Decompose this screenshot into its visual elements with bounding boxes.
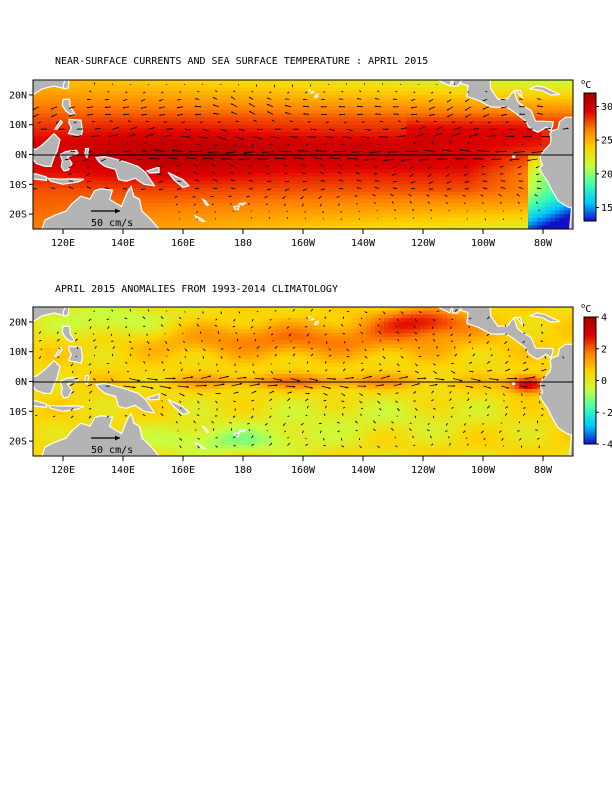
colorbar-tick-label: 0 <box>601 376 607 387</box>
lon-label: 120E <box>51 238 75 249</box>
lon-label: 80W <box>534 238 553 249</box>
sst-panel-title: NEAR-SURFACE CURRENTS AND SEA SURFACE TE… <box>55 56 428 67</box>
colorbar-tick-label: 4 <box>601 313 607 324</box>
lat-label: 20S <box>9 210 27 221</box>
land-shape <box>308 317 310 318</box>
lon-label: 160W <box>291 238 316 249</box>
vector-scale-label: 50 cm/s <box>91 445 133 456</box>
land-shape <box>308 90 310 91</box>
anomaly-colorbar: oC 4 2 0 -2 -4 <box>581 302 612 451</box>
lon-label: 180 <box>234 465 252 476</box>
land-shape <box>234 433 239 437</box>
lon-label: 140W <box>351 465 376 476</box>
vector-scale-label: 50 cm/s <box>91 218 133 229</box>
colorbar-tick-label: 30 <box>601 102 612 113</box>
lat-label: 0N <box>15 377 27 388</box>
lon-label: 120W <box>411 238 436 249</box>
lon-label: 140W <box>351 238 376 249</box>
lon-label: 180 <box>234 238 252 249</box>
land-shape <box>85 376 89 385</box>
lon-label: 140E <box>111 465 135 476</box>
latitude-labels: 20N 10N 0N 10S 20S <box>9 90 33 220</box>
longitude-labels: 120E 140E 160E 180 160W 140W 120W 100W 80W <box>51 229 553 249</box>
celsius-sign: C <box>585 304 591 315</box>
longitude-labels: 120E 140E 160E 180 160W 140W 120W 100W 80W <box>51 456 553 476</box>
lat-label: 10N <box>9 347 27 358</box>
lon-label: 120E <box>51 465 75 476</box>
anomaly-panel-title: APRIL 2015 ANOMALIES FROM 1993-2014 CLIM… <box>55 284 338 295</box>
anomaly-panel: APRIL 2015 ANOMALIES FROM 1993-2014 CLIM… <box>3 284 612 476</box>
land-shape <box>512 155 514 157</box>
sst-colorbar: oC 30 25 20 15 <box>581 78 612 222</box>
land-shape <box>234 206 239 210</box>
lon-label: 160E <box>171 465 195 476</box>
lat-label: 10N <box>9 120 27 131</box>
lon-label: 100W <box>471 238 496 249</box>
lon-label: 120W <box>411 465 436 476</box>
lat-label: 10S <box>9 180 27 191</box>
colorbar-tick-label: 20 <box>601 169 612 180</box>
lon-label: 160W <box>291 465 316 476</box>
lon-label: 80W <box>534 465 553 476</box>
land-shape <box>85 149 89 158</box>
lat-label: 20S <box>9 437 27 448</box>
lat-label: 20N <box>9 317 27 328</box>
colorbar-unit: oC <box>581 302 591 315</box>
colorbar-tick-label: -2 <box>601 408 612 419</box>
latitude-labels: 20N 10N 0N 10S 20S <box>9 317 33 447</box>
lon-label: 100W <box>471 465 496 476</box>
lat-label: 20N <box>9 90 27 101</box>
colorbar-tick-label: -4 <box>601 440 612 451</box>
colorbar-unit: oC <box>581 78 591 91</box>
land-shape <box>512 382 514 384</box>
colorbar-tick-label: 2 <box>601 344 607 355</box>
lat-label: 0N <box>15 150 27 161</box>
sst-panel: NEAR-SURFACE CURRENTS AND SEA SURFACE TE… <box>3 56 612 249</box>
colorbar-tick-label: 25 <box>601 136 612 147</box>
celsius-sign: C <box>585 80 591 91</box>
lon-label: 160E <box>171 238 195 249</box>
lon-label: 140E <box>111 238 135 249</box>
lat-label: 10S <box>9 407 27 418</box>
colorbar-tick-label: 15 <box>601 203 612 214</box>
